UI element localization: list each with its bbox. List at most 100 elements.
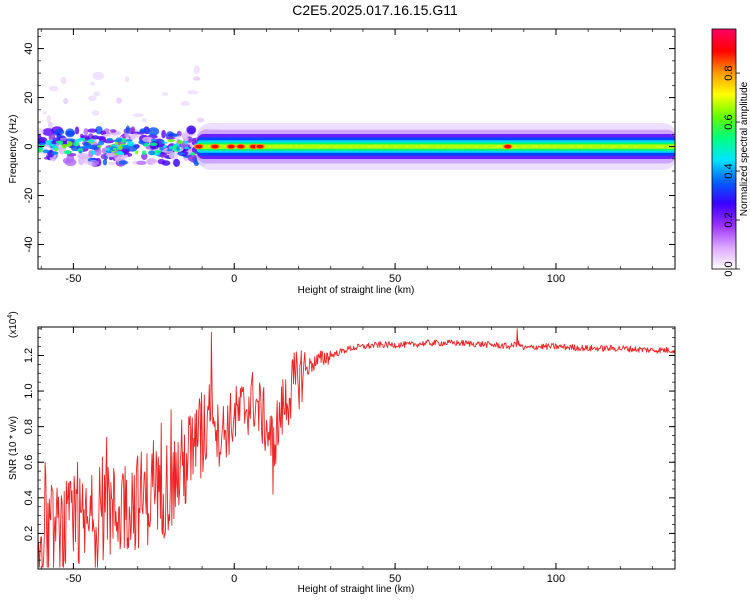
noise-blob xyxy=(125,125,130,135)
band-ripple xyxy=(406,145,409,148)
noise-blob xyxy=(161,92,169,96)
noise-blob xyxy=(193,76,201,81)
y-tick-label: -40 xyxy=(23,237,35,253)
ridge-blob xyxy=(118,145,123,151)
band-ripple xyxy=(592,146,595,148)
snr-y-multiplier-base: (x10 xyxy=(8,318,19,338)
noise-blob xyxy=(124,154,129,159)
snr-y-axis-title: SNR (10 * v/v) xyxy=(8,416,19,480)
noise-blob xyxy=(131,133,140,138)
band-ripple xyxy=(268,145,271,148)
y-tick-label: 40 xyxy=(23,42,35,54)
band-ripple xyxy=(529,145,532,147)
ridge-blob xyxy=(184,140,188,145)
ridge-blob xyxy=(61,143,67,149)
ridge-blob xyxy=(65,143,72,147)
y-tick-label: 20 xyxy=(23,91,35,103)
noise-blob xyxy=(102,158,108,166)
noise-blob xyxy=(87,128,98,133)
band-ripple xyxy=(439,145,442,147)
band-ripple xyxy=(607,145,610,148)
noise-blob xyxy=(101,147,107,154)
band-ripple xyxy=(283,146,286,148)
noise-blob xyxy=(184,137,189,142)
y-tick-label: 0.4 xyxy=(23,490,35,505)
noise-blob xyxy=(38,128,44,136)
band-ripple xyxy=(403,146,406,148)
band-ripple xyxy=(424,145,427,148)
x-tick-label: 50 xyxy=(389,573,401,585)
band-ripple xyxy=(265,146,268,148)
noise-blob xyxy=(161,129,166,139)
noise-blob xyxy=(108,161,116,166)
noise-blob xyxy=(64,158,77,167)
band-ripple xyxy=(619,145,622,148)
snr-line-area xyxy=(38,328,675,568)
spectrogram-image xyxy=(38,65,675,171)
x-tick-label: -50 xyxy=(65,573,81,585)
noise-blob xyxy=(42,110,47,115)
ridge-blob xyxy=(90,150,97,155)
ridge-blob xyxy=(167,139,176,143)
band-ripple xyxy=(382,145,385,148)
band-ripple xyxy=(616,145,619,148)
ridge-blob xyxy=(125,139,133,142)
ridge-blob xyxy=(55,140,62,144)
noise-blob xyxy=(180,100,190,107)
ridge-blob xyxy=(48,139,54,142)
band-ripple xyxy=(655,146,658,148)
ridge-blob xyxy=(150,138,157,142)
x-tick-label: 100 xyxy=(547,573,565,585)
band-ripple xyxy=(367,145,370,148)
band-ripple xyxy=(469,145,472,148)
noise-blob xyxy=(87,159,100,167)
band-peak xyxy=(211,144,219,149)
snr-y-multiplier: (x104) xyxy=(7,311,19,338)
snr-x-axis-title: Height of straight line (km) xyxy=(298,584,415,595)
spectrogram-y-ticks: -40 -20 0 20 40 xyxy=(23,35,675,270)
band-peak xyxy=(195,144,203,149)
band-ripple xyxy=(571,145,574,148)
spectrogram-frame xyxy=(37,28,676,270)
ridge-blob xyxy=(38,149,42,153)
y-tick-label: 1.2 xyxy=(23,348,35,363)
ridge-blob xyxy=(154,152,161,156)
snr-frame xyxy=(37,326,676,570)
band-ripple xyxy=(622,145,625,148)
noise-blob xyxy=(97,135,106,141)
band-ripple xyxy=(427,145,430,148)
spectrogram-panel: -50 0 50 100 -40 -20 0 20 40 Height of straight… xyxy=(8,28,676,296)
band-ripple xyxy=(391,145,394,148)
band-ripple xyxy=(499,145,502,148)
ridge-blob xyxy=(114,141,119,146)
band-ripple xyxy=(349,145,352,148)
ridge-blob xyxy=(106,137,113,141)
ridge-blob xyxy=(115,137,123,143)
ridge-blob xyxy=(177,139,183,145)
spectrogram-y-axis-title: Frequency (Hz) xyxy=(8,115,19,184)
band-ripple xyxy=(637,145,640,148)
band-ripple xyxy=(292,145,295,148)
ridge-blob xyxy=(168,146,173,149)
noise-blob xyxy=(132,160,137,165)
ridge-blob xyxy=(64,150,72,155)
band-peak xyxy=(256,144,264,149)
y-tick-label: 0.6 xyxy=(23,455,35,470)
band-ripple xyxy=(355,145,358,147)
noise-blob xyxy=(142,136,154,143)
band-ripple xyxy=(415,145,418,148)
band-peak xyxy=(504,144,512,149)
ridge-blob xyxy=(54,147,59,152)
noise-blob xyxy=(124,133,132,138)
band-ripple xyxy=(430,145,433,149)
spectrogram-x-axis-title: Height of straight line (km) xyxy=(298,285,415,296)
noise-blob xyxy=(74,126,80,135)
ridge-blob xyxy=(116,150,123,155)
ridge-blob xyxy=(176,152,185,155)
noise-blob xyxy=(65,128,75,138)
noise-blob xyxy=(105,152,116,158)
ridge-blob xyxy=(39,142,46,145)
band-ripple xyxy=(340,145,343,148)
band-ripple xyxy=(445,146,448,149)
band-ripple xyxy=(643,145,646,148)
